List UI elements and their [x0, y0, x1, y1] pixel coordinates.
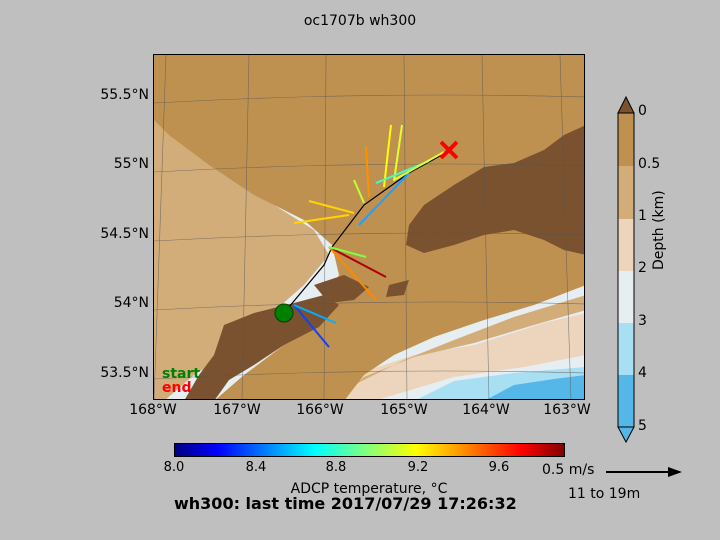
lat-tick-label: 54.5°N: [100, 226, 149, 242]
velocity-arrow: [393, 124, 403, 182]
lon-tick-label: 164°W: [462, 402, 510, 418]
depth-tick-label: 4: [638, 365, 647, 381]
lon-tick-label: 163°W: [543, 402, 591, 418]
lat-tick-label: 55.5°N: [100, 87, 149, 103]
depth-colorbar: [617, 96, 635, 444]
start-label: start: [162, 366, 201, 382]
lon-tick-label: 165°W: [380, 402, 428, 418]
velocity-arrow: [293, 214, 350, 224]
deep-water-5km: [487, 375, 584, 399]
scale-speed-label: 0.5 m/s: [542, 462, 595, 478]
depth-tick-label: 2: [638, 260, 647, 276]
velocity-arrow: [328, 246, 387, 278]
last-time-footer: wh300: last time 2017/07/29 17:26:32: [174, 494, 517, 513]
lat-tick-label: 54°N: [113, 295, 149, 311]
depth-colorbar-label: Depth (km): [651, 190, 667, 270]
velocity-arrow: [308, 200, 355, 214]
velocity-arrow: [328, 246, 377, 301]
velocity-arrow: [358, 172, 410, 226]
land-islands: [185, 275, 409, 399]
lon-tick-label: 166°W: [296, 402, 344, 418]
scale-arrow: [606, 467, 682, 477]
temperature-tick-label: 9.2: [407, 460, 429, 475]
start-marker: [274, 303, 294, 323]
temperature-tick-label: 8.4: [245, 460, 267, 475]
velocity-arrow: [293, 304, 337, 324]
depth-tick-label: 0: [638, 103, 647, 119]
end-label: end: [162, 380, 192, 396]
lat-tick-label: 55°N: [113, 156, 149, 172]
shelf: [154, 55, 584, 399]
velocity-arrows: [293, 124, 445, 348]
temperature-colorbar: [174, 443, 565, 457]
slope-1km: [154, 115, 584, 399]
lat-tick-label: 53.5°N: [100, 365, 149, 381]
depth-tick-label: 0.5: [638, 156, 661, 172]
depth-tick-label: 1: [638, 208, 647, 224]
velocity-arrow: [293, 304, 330, 348]
depth-tick-label: 3: [638, 313, 647, 329]
velocity-arrow: [393, 151, 445, 181]
temperature-tick-label: 8.8: [325, 460, 347, 475]
temperature-tick-label: 9.6: [488, 460, 510, 475]
temperature-tick-label: 8.0: [163, 460, 185, 475]
map-panel: [153, 54, 585, 400]
depth-tick-label: 5: [638, 418, 647, 434]
velocity-arrow: [328, 246, 367, 258]
plot-title: oc1707b wh300: [303, 13, 417, 29]
lon-tick-label: 168°W: [129, 402, 177, 418]
velocity-arrow: [383, 124, 392, 188]
end-marker: [439, 140, 459, 160]
lon-tick-label: 167°W: [213, 402, 261, 418]
temperature-colorbar-label: ADCP temperature, °C: [290, 481, 448, 497]
ship-track: [283, 150, 450, 314]
scale-depth-range: 11 to 19m: [568, 486, 641, 502]
graticule: [154, 55, 584, 399]
velocity-arrow: [365, 146, 370, 198]
velocity-arrow: [353, 179, 365, 204]
land-alaska-peninsula: [406, 125, 584, 255]
